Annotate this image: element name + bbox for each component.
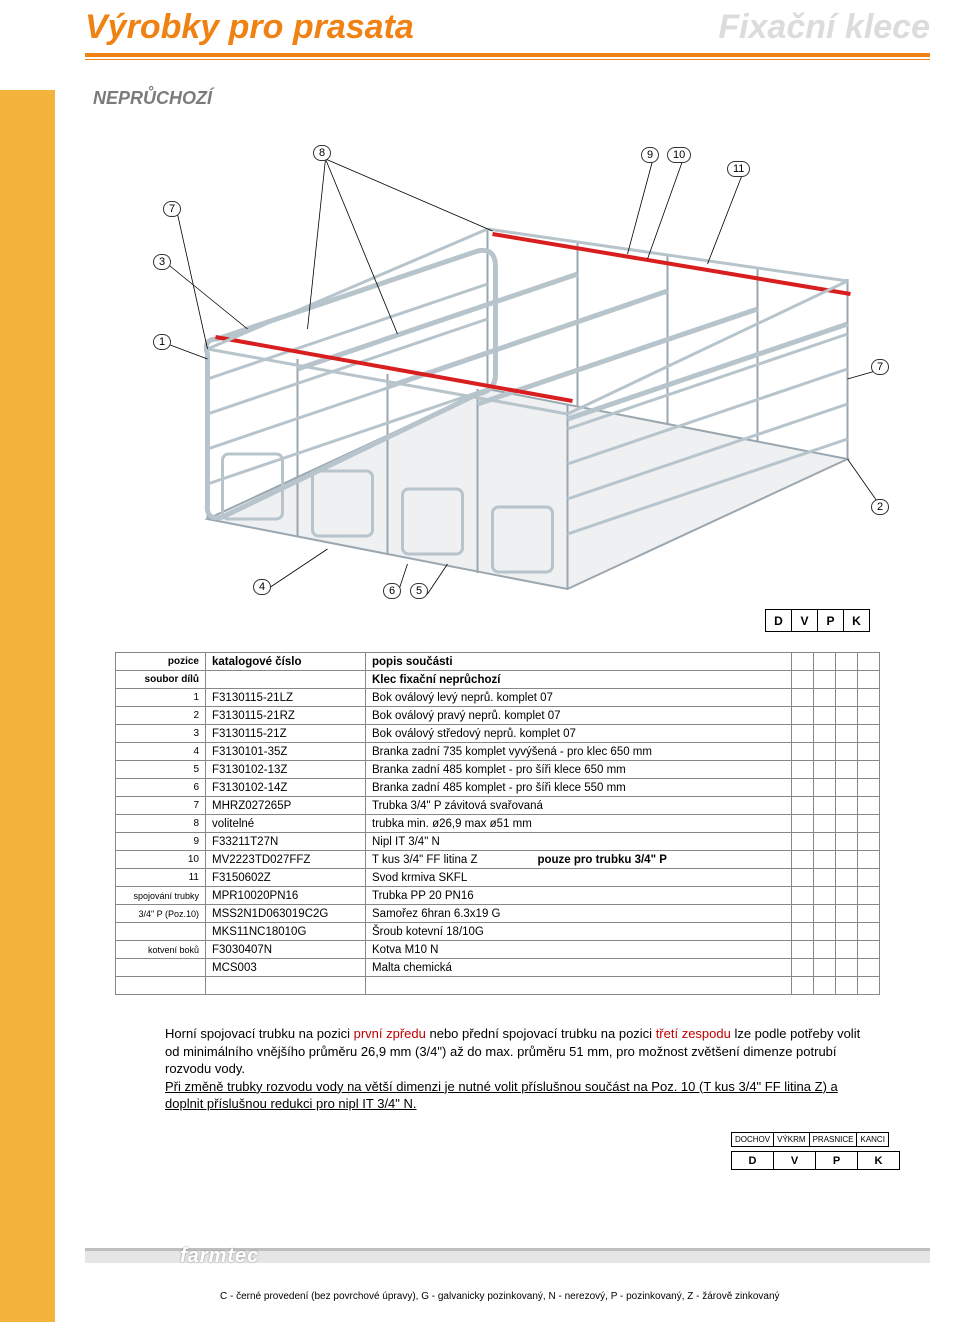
product-diagram: 1 3 7 8 9 10 11 7 2 4 5 6: [145, 119, 910, 599]
row-desc: Trubka 3/4" P závitová svařovaná: [366, 797, 792, 815]
row-pos: 8: [116, 815, 206, 833]
callout-4: 4: [253, 579, 271, 595]
set-desc: Klec fixační neprůchozí: [366, 671, 792, 689]
cat-dochov: DOCHOV: [732, 1133, 774, 1147]
callout-2: 2: [871, 499, 889, 515]
row-pos: 3/4" P (Poz.10): [116, 905, 206, 923]
row-desc: Branka zadní 735 komplet vyvýšená - pro …: [366, 743, 792, 761]
page-footer: DOCHOV VÝKRM PRASNICE KANCI D V P K farm…: [0, 1192, 960, 1322]
dvpk-k: K: [844, 610, 870, 632]
header-right: Fixační klece: [718, 8, 930, 47]
row-desc: Samořez 6hran 6.3x19 G: [366, 905, 792, 923]
row-cat: F3130102-14Z: [206, 779, 366, 797]
parts-table: pozice katalogové číslo popis součásti s…: [115, 652, 880, 995]
row-cat: F3130115-21LZ: [206, 689, 366, 707]
row-pos: [116, 959, 206, 977]
dvpk-d: D: [766, 610, 792, 632]
callout-10: 10: [667, 147, 691, 163]
note-l1b: nebo přední spojovací trubku na pozici: [426, 1026, 656, 1041]
footer-category-table: DOCHOV VÝKRM PRASNICE KANCI D V P K: [731, 1132, 900, 1174]
row-desc: T kus 3/4" FF litina Zpouze pro trubku 3…: [366, 851, 792, 869]
row-cat: F3130101-35Z: [206, 743, 366, 761]
callout-5: 5: [410, 583, 428, 599]
th-pos: pozice: [116, 653, 206, 671]
section-label: NEPRŮCHOZÍ: [93, 88, 930, 109]
note-red1: první zpředu: [354, 1026, 426, 1041]
row-pos: 5: [116, 761, 206, 779]
note-l1a: Horní spojovací trubku na pozici: [165, 1026, 354, 1041]
note-red2: třetí zespodu: [656, 1026, 731, 1041]
th-cat: katalogové číslo: [206, 653, 366, 671]
foot-v: V: [774, 1152, 816, 1170]
row-desc: Kotva M10 N: [366, 941, 792, 959]
header-rule-thin: [85, 59, 930, 60]
row-cat: MV2223TD027FFZ: [206, 851, 366, 869]
row-cat: F3130102-13Z: [206, 761, 366, 779]
row-pos: kotvení boků: [116, 941, 206, 959]
left-sidebar: [0, 0, 55, 1322]
header-rule-thick: [85, 53, 930, 57]
header-left: Výrobky pro prasata: [85, 8, 414, 47]
cat-kanci: KANCI: [857, 1133, 888, 1147]
row-desc: Svod krmiva SKFL: [366, 869, 792, 887]
row-cat: MKS11NC18010G: [206, 923, 366, 941]
row-desc: Malta chemická: [366, 959, 792, 977]
row-desc: Bok oválový středový neprů. komplet 07: [366, 725, 792, 743]
row-pos: spojování trubky: [116, 887, 206, 905]
row-cat: MPR10020PN16: [206, 887, 366, 905]
callout-11: 11: [727, 161, 750, 177]
row-desc: Nipl IT 3/4" N: [366, 833, 792, 851]
row-cat: F3150602Z: [206, 869, 366, 887]
dvpk-codes: D V P K: [85, 609, 870, 632]
dvpk-v: V: [792, 610, 818, 632]
row-pos: 9: [116, 833, 206, 851]
callout-7b: 7: [871, 359, 889, 375]
row-pos: 7: [116, 797, 206, 815]
note-block: Horní spojovací trubku na pozici první z…: [165, 1025, 870, 1113]
callout-7a: 7: [163, 201, 181, 217]
row-pos: 6: [116, 779, 206, 797]
callout-8: 8: [313, 145, 331, 161]
foot-p: P: [816, 1152, 858, 1170]
page-header: Výrobky pro prasata Fixační klece: [85, 0, 930, 47]
row-pos: 1: [116, 689, 206, 707]
th-desc: popis součásti: [366, 653, 792, 671]
row-pos: 11: [116, 869, 206, 887]
row-desc: Šroub kotevní 18/10G: [366, 923, 792, 941]
row-desc: trubka min. ø26,9 max ø51 mm: [366, 815, 792, 833]
row-desc: Trubka PP 20 PN16: [366, 887, 792, 905]
page-number: - 48 -: [10, 1282, 47, 1300]
callout-3: 3: [153, 254, 171, 270]
cat-prasnice: PRASNICE: [809, 1133, 857, 1147]
row-cat: MSS2N1D063019C2G: [206, 905, 366, 923]
note-l2: Při změně trubky rozvodu vody na větší d…: [165, 1078, 870, 1113]
row-cat: MCS003: [206, 959, 366, 977]
row-pos: 4: [116, 743, 206, 761]
callout-6: 6: [383, 583, 401, 599]
callout-1: 1: [153, 334, 171, 350]
row-desc: Bok oválový levý neprů. komplet 07: [366, 689, 792, 707]
row-pos: 10: [116, 851, 206, 869]
footer-legend: C - černé provedení (bez povrchové úprav…: [220, 1291, 930, 1302]
row-cat: F3130115-21Z: [206, 725, 366, 743]
row-desc: Bok oválový pravý neprů. komplet 07: [366, 707, 792, 725]
row-desc: Branka zadní 485 komplet - pro šíři klec…: [366, 761, 792, 779]
row-cat: MHRZ027265P: [206, 797, 366, 815]
row-cat: F3130115-21RZ: [206, 707, 366, 725]
row-cat: volitelné: [206, 815, 366, 833]
foot-d: D: [732, 1152, 774, 1170]
dvpk-p: P: [818, 610, 844, 632]
row-pos: [116, 923, 206, 941]
row-cat: F3030407N: [206, 941, 366, 959]
set-label: soubor dílů: [116, 671, 206, 689]
logo: farmtec: [180, 1245, 259, 1268]
cat-vykrm: VÝKRM: [774, 1133, 809, 1147]
row-pos: 3: [116, 725, 206, 743]
callout-9: 9: [641, 147, 659, 163]
foot-k: K: [858, 1152, 900, 1170]
row-pos: 2: [116, 707, 206, 725]
row-cat: F33211T27N: [206, 833, 366, 851]
row-desc: Branka zadní 485 komplet - pro šíři klec…: [366, 779, 792, 797]
